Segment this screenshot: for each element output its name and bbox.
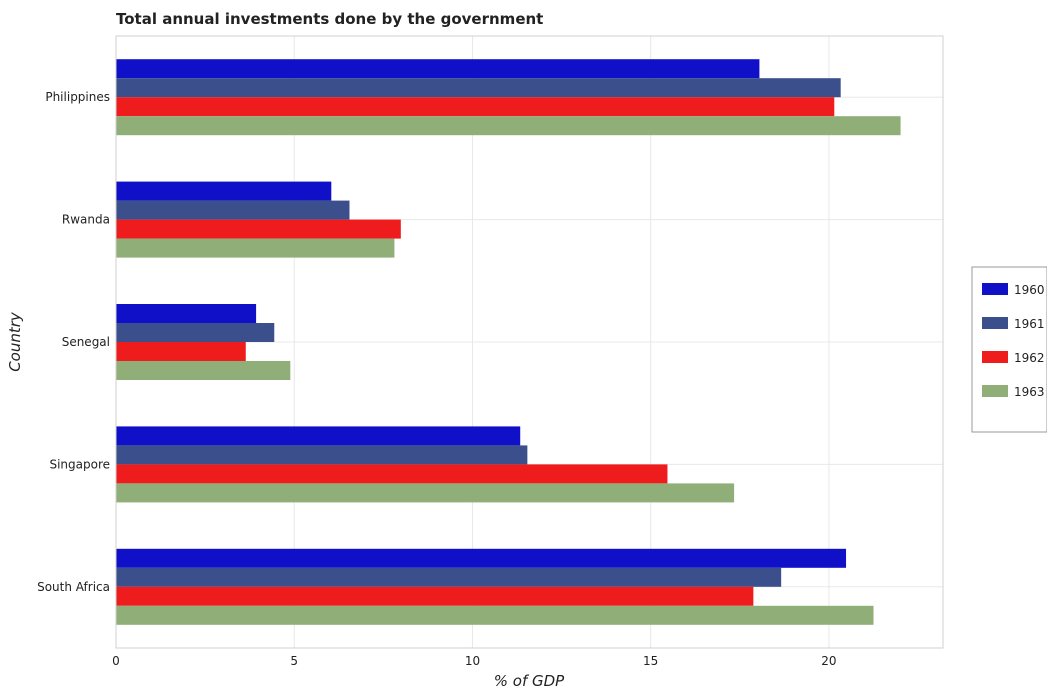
bar-philippines-1960 (116, 59, 760, 79)
bar-rwanda-1962 (116, 219, 401, 239)
y-tick-label: Rwanda (62, 213, 110, 227)
bar-rwanda-1963 (116, 238, 395, 258)
legend-label: 1961 (1014, 317, 1045, 331)
y-tick-label: Philippines (45, 90, 110, 104)
bar-senegal-1961 (116, 323, 275, 342)
legend: 1960 1961 1962 1963 (971, 266, 1047, 433)
legend-swatch (982, 351, 1008, 363)
y-tick-label: Singapore (49, 457, 110, 471)
bar-rwanda-1961 (116, 200, 350, 220)
bar-senegal-1962 (116, 342, 246, 361)
bar-senegal-1960 (116, 304, 257, 323)
bar-philippines-1961 (116, 78, 841, 98)
bar-south-africa-1961 (116, 567, 782, 587)
bar-south-africa-1963 (116, 605, 874, 625)
bars (116, 59, 901, 625)
x-ticks: 0 5 10 15 20 (112, 654, 836, 668)
bar-senegal-1963 (116, 361, 291, 380)
x-tick-label: 20 (821, 654, 836, 668)
bar-south-africa-1962 (116, 586, 754, 606)
legend-swatch (982, 317, 1008, 329)
y-ticks: Philippines Rwanda Senegal Singapore South A… (37, 90, 110, 594)
x-tick-label: 5 (290, 654, 298, 668)
bar-singapore-1963 (116, 483, 735, 503)
y-tick-label: South Africa (37, 580, 110, 594)
bar-singapore-1960 (116, 426, 521, 446)
bar-philippines-1962 (116, 97, 835, 117)
legend-label: 1963 (1014, 385, 1045, 399)
x-tick-label: 10 (465, 654, 480, 668)
bar-rwanda-1960 (116, 181, 332, 201)
legend-label: 1962 (1014, 351, 1045, 365)
bar-south-africa-1960 (116, 548, 847, 568)
y-axis-label: Country (6, 311, 24, 372)
legend-swatch (982, 385, 1008, 397)
bar-singapore-1962 (116, 464, 668, 484)
x-axis-label: % of GDP (494, 672, 565, 690)
chart-title: Total annual investments done by the gov… (116, 10, 543, 28)
y-tick-label: Senegal (62, 335, 110, 349)
bar-philippines-1963 (116, 116, 901, 136)
legend-label: 1960 (1014, 283, 1045, 297)
x-tick-label: 0 (112, 654, 120, 668)
x-tick-label: 15 (643, 654, 658, 668)
plot-frame (115, 35, 944, 649)
bar-singapore-1961 (116, 445, 528, 465)
legend-swatch (982, 283, 1008, 295)
